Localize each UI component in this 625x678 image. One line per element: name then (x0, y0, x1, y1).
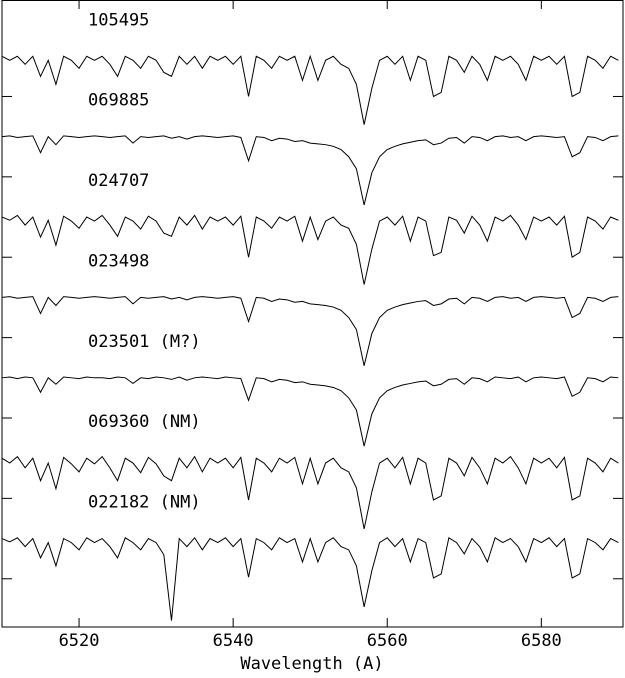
spectrum-label: 105495 (88, 10, 149, 30)
x-tick-label: 6540 (213, 631, 254, 651)
x-tick-label: 6560 (367, 631, 408, 651)
x-tick-label: 6520 (59, 631, 100, 651)
spectrum-label: 023501 (M?) (88, 332, 201, 352)
spectrum-label: 022182 (NM) (88, 493, 201, 513)
x-tick-label: 6580 (521, 631, 562, 651)
spectrum-label: 069885 (88, 91, 149, 111)
spectrum-label: 023498 (88, 251, 149, 271)
spectrum-label: 069360 (NM) (88, 412, 201, 432)
spectrum (1, 455, 619, 530)
spectrum (1, 536, 619, 621)
spectrum (1, 135, 619, 206)
x-axis-label: Wavelength (A) (240, 654, 383, 674)
spectrum (1, 214, 619, 285)
spectrum (1, 376, 619, 447)
spectrum (1, 296, 619, 366)
spectrum-label: 024707 (88, 171, 149, 191)
spectrum (1, 54, 619, 125)
plot-frame (1, 0, 624, 628)
